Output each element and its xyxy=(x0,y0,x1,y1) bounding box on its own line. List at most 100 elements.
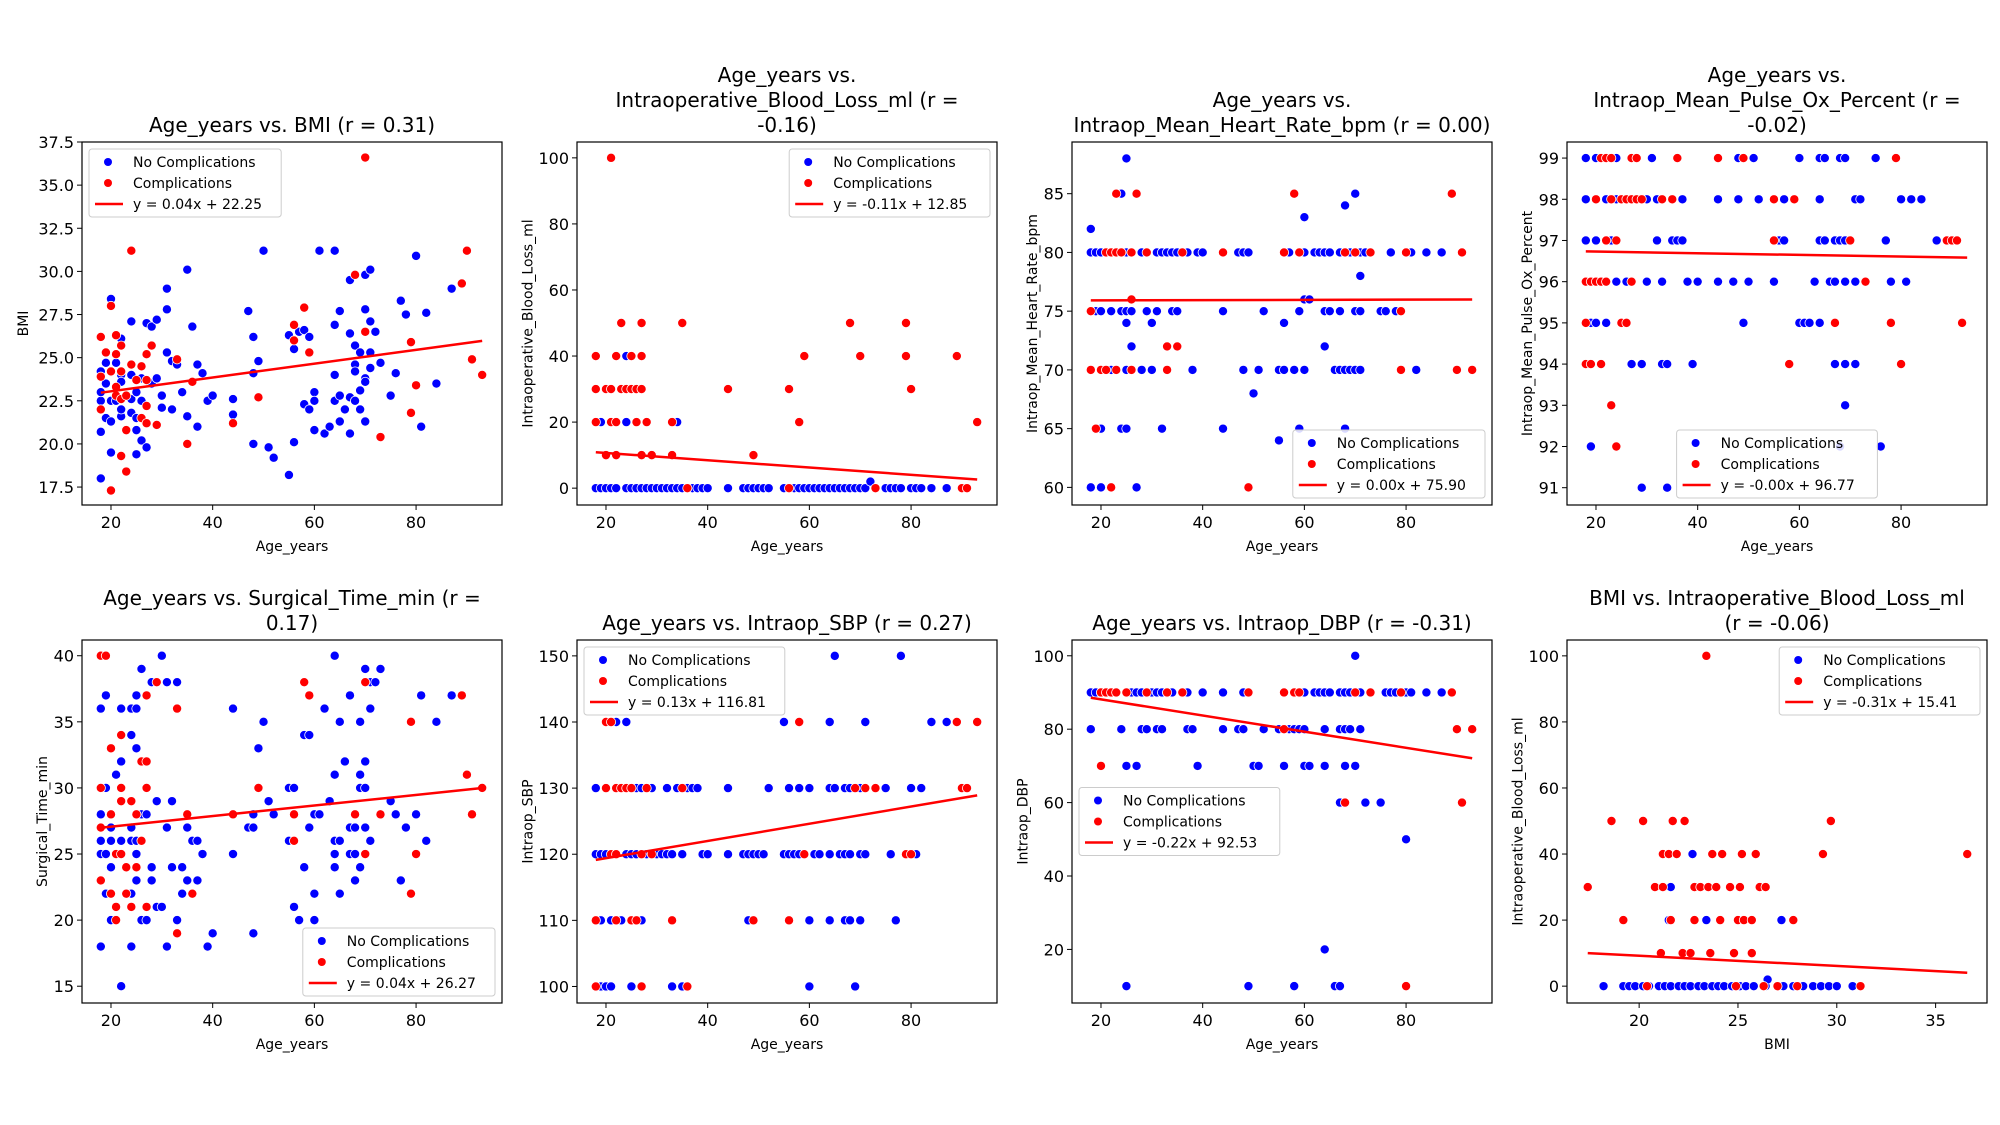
point-complications xyxy=(1294,247,1305,258)
point-complications xyxy=(141,349,152,360)
regression-line xyxy=(100,786,483,829)
point-no-complications xyxy=(289,344,300,355)
point-complications xyxy=(105,743,116,754)
x-axis-label: Age_years xyxy=(1741,539,1814,555)
point-no-complications xyxy=(248,438,259,449)
point-no-complications xyxy=(329,849,340,860)
point-no-complications xyxy=(309,425,320,436)
point-no-complications xyxy=(197,849,208,860)
legend-label-no-complications: No Complications xyxy=(1337,436,1460,452)
chart-title-line: (r = -0.06) xyxy=(1724,611,1829,635)
point-no-complications xyxy=(1677,194,1688,205)
point-complications xyxy=(1590,194,1601,205)
point-no-complications xyxy=(228,409,239,420)
point-complications xyxy=(1457,797,1468,808)
point-no-complications xyxy=(416,690,427,701)
legend-marker-no-complications xyxy=(1794,656,1803,664)
point-no-complications xyxy=(365,835,376,846)
point-no-complications xyxy=(411,809,422,820)
x-tick-label: 80 xyxy=(406,513,426,532)
chart-title-line: Intraop_Mean_Pulse_Ox_Percent (r = xyxy=(1593,88,1960,112)
point-complications xyxy=(1671,849,1682,860)
point-complications xyxy=(1111,188,1122,199)
point-complications xyxy=(141,375,152,386)
point-no-complications xyxy=(131,703,142,714)
point-no-complications xyxy=(1436,687,1447,698)
point-no-complications xyxy=(329,245,340,256)
point-no-complications xyxy=(1753,194,1764,205)
point-no-complications xyxy=(1840,153,1851,164)
point-no-complications xyxy=(860,716,871,727)
point-complications xyxy=(1111,364,1122,375)
point-no-complications xyxy=(1385,247,1396,258)
point-no-complications xyxy=(1319,944,1330,955)
point-no-complications xyxy=(1131,760,1142,771)
point-no-complications xyxy=(161,347,172,358)
point-no-complications xyxy=(860,483,871,494)
point-no-complications xyxy=(350,849,361,860)
legend-marker-complications xyxy=(1794,677,1803,685)
point-complications xyxy=(350,809,361,820)
point-no-complications xyxy=(941,483,952,494)
point-no-complications xyxy=(1401,834,1412,845)
point-no-complications xyxy=(1289,364,1300,375)
point-no-complications xyxy=(621,417,632,428)
axes-frame xyxy=(576,639,998,1004)
point-no-complications xyxy=(1931,235,1942,246)
point-no-complications xyxy=(1380,306,1391,317)
point-no-complications xyxy=(116,404,127,415)
point-no-complications xyxy=(1299,212,1310,223)
legend-label-no-complications: No Complications xyxy=(133,155,256,171)
point-no-complications xyxy=(1840,276,1851,287)
point-no-complications xyxy=(845,849,856,860)
chart-title-line: Age_years vs. Surgical_Time_min (r = xyxy=(103,586,481,610)
point-complications xyxy=(136,835,147,846)
y-tick-label: 91 xyxy=(1539,479,1559,498)
y-tick-label: 60 xyxy=(1539,779,1559,798)
point-no-complications xyxy=(289,901,300,912)
y-axis-label: Intraoperative_Blood_Loss_ml xyxy=(521,219,537,427)
legend-label-complications: Complications xyxy=(1721,457,1820,473)
point-complications xyxy=(606,152,617,163)
chart-title-line: Intraoperative_Blood_Loss_ml (r = xyxy=(616,88,959,112)
point-no-complications xyxy=(370,326,381,337)
y-tick-label: 85 xyxy=(1044,185,1064,204)
y-tick-label: 17.5 xyxy=(38,478,74,497)
point-no-complications xyxy=(1141,724,1152,735)
point-no-complications xyxy=(1289,981,1300,992)
point-complications xyxy=(289,319,300,330)
point-no-complications xyxy=(885,849,896,860)
point-complications xyxy=(111,349,122,360)
point-complications xyxy=(1784,359,1795,370)
point-no-complications xyxy=(304,822,315,833)
point-no-complications xyxy=(906,783,917,794)
point-complications xyxy=(1601,235,1612,246)
point-complications xyxy=(151,419,162,430)
y-tick-label: 110 xyxy=(538,911,569,930)
axes-frame xyxy=(1071,639,1493,1004)
point-complications xyxy=(1467,724,1478,735)
data-points xyxy=(95,650,488,992)
data-points xyxy=(95,152,488,496)
point-no-complications xyxy=(370,677,381,688)
point-complications xyxy=(1294,687,1305,698)
point-no-complications xyxy=(304,730,315,741)
point-no-complications xyxy=(350,822,361,833)
point-no-complications xyxy=(1258,306,1269,317)
y-tick-label: 100 xyxy=(1528,647,1559,666)
x-axis-label: BMI xyxy=(1764,1037,1790,1053)
point-complications xyxy=(1896,359,1907,370)
point-no-complications xyxy=(192,421,203,432)
axes-frame xyxy=(1071,141,1493,506)
point-complications xyxy=(1121,687,1132,698)
point-no-complications xyxy=(1814,317,1825,328)
subplot-4: Age_years vs.Intraop_Mean_Pulse_Ox_Perce… xyxy=(1520,63,1988,555)
point-no-complications xyxy=(1218,423,1229,434)
point-complications xyxy=(299,302,310,313)
point-complications xyxy=(1446,188,1457,199)
point-no-complications xyxy=(365,363,376,374)
point-no-complications xyxy=(161,304,172,315)
point-complications xyxy=(228,418,239,429)
point-no-complications xyxy=(329,650,340,661)
point-no-complications xyxy=(1885,276,1896,287)
